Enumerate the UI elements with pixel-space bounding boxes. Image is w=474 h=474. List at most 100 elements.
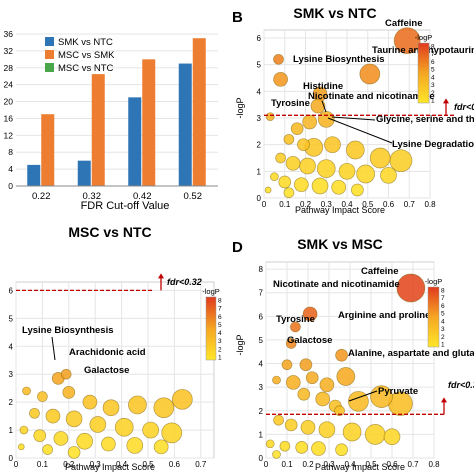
annotation-caffeine-d: Caffeine	[361, 266, 398, 277]
bar-msc-vs-smk	[142, 59, 156, 187]
color-scale-tick: 7	[218, 306, 222, 313]
annotation-arrow	[51, 336, 56, 361]
y-tick-label: 3	[259, 383, 264, 392]
threshold-arrowhead	[158, 273, 164, 279]
bubble	[334, 405, 345, 417]
y-tick-label: 1	[257, 167, 262, 176]
annotation-galactose-c: Galactose	[84, 365, 129, 376]
x-tick-label: 0.2	[63, 460, 75, 469]
bubble	[161, 422, 183, 444]
annotation-alanine: Alanine, aspartate and glutamate	[348, 348, 474, 359]
bubble	[383, 428, 401, 446]
x-tick-label: 0.22	[32, 191, 51, 202]
bubble	[42, 444, 54, 455]
x-tick-label: 0.4	[344, 460, 356, 469]
bubble	[128, 395, 147, 415]
panel-b-title: SMK vs NTC	[293, 5, 376, 21]
y-tick-label: 1	[9, 426, 14, 435]
legend-swatch-smk-ntc	[45, 37, 54, 46]
color-scale-tick: 5	[218, 322, 222, 329]
x-tick-label: 0.1	[37, 460, 49, 469]
y-tick-label: 7	[259, 289, 264, 298]
x-tick-label: 0.42	[133, 191, 152, 202]
bubble	[359, 63, 381, 85]
y-tick-label: 6	[259, 312, 264, 321]
color-scale-bar	[427, 286, 440, 348]
color-scale-tick: 3	[218, 338, 222, 345]
x-tick-label: 0.2	[300, 200, 312, 209]
y-tick-label: 32	[4, 46, 14, 56]
bubble	[318, 421, 336, 439]
bubble	[338, 162, 356, 180]
bubble	[281, 359, 293, 371]
bubble	[348, 390, 369, 412]
panel-b: B SMK vs NTC 0 0.1 0.2 0.3 0.4 0.5 0.6 0.7 0.8 0 1…	[232, 5, 474, 215]
panel-b-ylabel: -logP	[235, 97, 245, 118]
panel-b-letter: B	[232, 9, 243, 26]
annotation-arrow	[331, 116, 376, 121]
x-tick-label: 0	[264, 460, 269, 469]
bubble	[272, 450, 281, 459]
panel-d-xlabel: Pathway Impact Score	[315, 462, 405, 472]
annotation-glycine: Glycine, serine and threonine	[376, 114, 474, 125]
y-tick-label: 6	[257, 34, 262, 43]
color-scale-tick: 4	[218, 330, 222, 337]
bubble	[264, 186, 272, 194]
y-tick-label: 2	[257, 141, 262, 150]
bubble	[290, 122, 304, 136]
x-tick-label: 0.4	[116, 460, 128, 469]
bubble	[283, 187, 295, 199]
bubble	[285, 375, 301, 390]
bubble	[300, 419, 316, 435]
bar-smk-vs-ntc	[128, 97, 142, 186]
bubble	[273, 53, 284, 65]
bubble	[356, 164, 376, 184]
color-scale-tick: 8	[441, 288, 445, 295]
bubble	[393, 27, 421, 55]
legend-label-smk-ntc: SMK vs NTC	[58, 37, 113, 48]
y-tick-label: 4	[9, 342, 14, 351]
x-tick-label: 0.1	[279, 200, 291, 209]
bubble	[279, 440, 291, 452]
bubble	[351, 183, 364, 197]
x-tick-label: 0.6	[383, 200, 395, 209]
panel-c-annotations: Lysine Biosynthesis Arachidonic acid Gal…	[22, 325, 146, 376]
bubble	[126, 437, 144, 454]
bubble	[285, 155, 301, 171]
bubble	[153, 439, 169, 455]
y-tick-label: 2	[9, 398, 14, 407]
x-tick-label: 0.5	[362, 200, 374, 209]
y-tick-label: 36	[4, 29, 14, 39]
panel-c-title: MSC vs NTC	[68, 224, 151, 240]
y-tick-label: 4	[8, 164, 13, 174]
threshold-arrowhead	[443, 98, 449, 104]
bubble	[336, 367, 356, 386]
color-scale-tick: 4	[431, 74, 435, 81]
x-tick-label: 0.3	[90, 460, 102, 469]
color-scale-tick: 3	[431, 82, 435, 89]
annotation-arginine: Arginine and proline	[338, 310, 430, 321]
bubble	[345, 140, 365, 160]
color-scale-title: -logP	[202, 287, 220, 296]
bubble	[89, 416, 107, 433]
annotation-galactose-d: Galactose	[287, 335, 332, 346]
bubble	[310, 98, 326, 114]
panel-c-xlabel: Pathway Impact Score	[65, 462, 155, 472]
bubble	[299, 358, 313, 372]
bubble	[324, 136, 341, 154]
bubble	[272, 375, 281, 385]
bubble	[101, 436, 116, 452]
x-tick-label: 0.52	[184, 191, 203, 202]
annotation-lysine-biosynthesis-c-text: Lysine Biosynthesis	[22, 325, 114, 336]
bubble	[311, 441, 326, 456]
y-tick-label: 24	[4, 80, 14, 90]
bar-msc-vs-smk	[41, 114, 55, 186]
legend-swatch-msc-smk	[45, 50, 54, 59]
bubble	[114, 417, 134, 437]
x-tick-label: 0.8	[424, 200, 436, 209]
color-scale-tick: 3	[441, 326, 445, 333]
x-tick-label: 0.3	[323, 460, 335, 469]
bubble	[19, 425, 29, 435]
bubble	[153, 397, 175, 419]
